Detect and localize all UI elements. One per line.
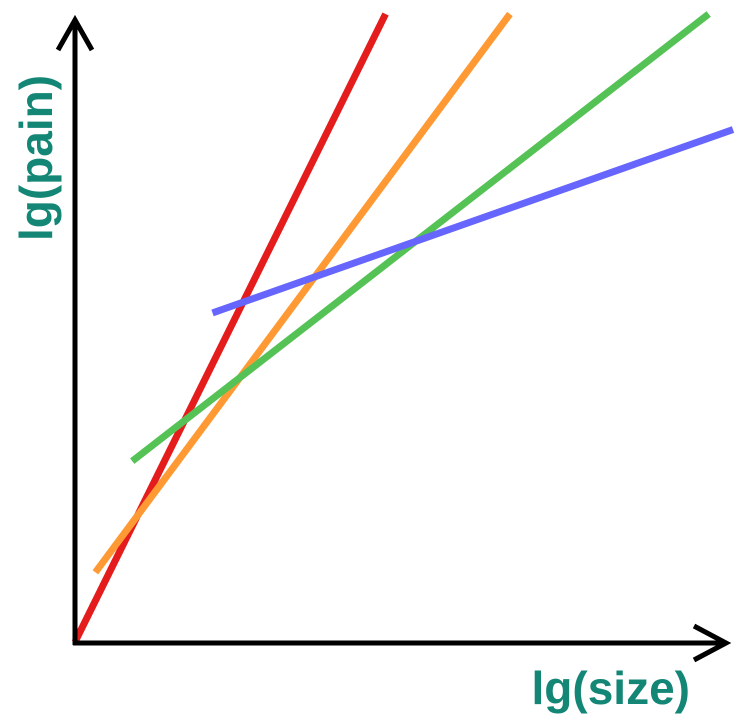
- series-line-2: [92, 11, 513, 575]
- axes: [55, 14, 732, 663]
- y-axis-label: lg(pain): [10, 75, 62, 241]
- x-axis-arrow: [692, 623, 732, 663]
- series-layer: [71, 11, 735, 644]
- y-axis-arrow: [55, 14, 95, 52]
- x-axis-label: lg(size): [532, 662, 690, 714]
- series-line-1: [71, 12, 389, 644]
- series-line-4: [211, 126, 735, 317]
